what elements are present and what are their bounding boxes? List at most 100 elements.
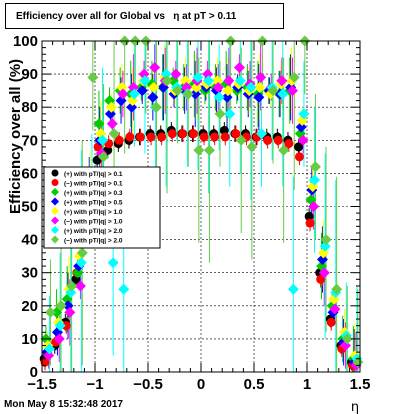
y-tick-label: 100 bbox=[13, 33, 38, 50]
data-point bbox=[284, 139, 294, 149]
data-point bbox=[309, 174, 321, 186]
data-point bbox=[319, 240, 331, 252]
data-point bbox=[148, 81, 160, 93]
data-point bbox=[199, 132, 209, 142]
data-point bbox=[298, 108, 310, 120]
data-point bbox=[150, 101, 162, 113]
data-point bbox=[161, 75, 173, 87]
data-point bbox=[116, 81, 128, 93]
data-point bbox=[286, 85, 298, 97]
data-point bbox=[276, 75, 288, 87]
data-point bbox=[97, 151, 109, 163]
data-point bbox=[254, 81, 266, 93]
data-point bbox=[214, 108, 226, 120]
data-point bbox=[127, 81, 139, 93]
data-point bbox=[74, 280, 86, 292]
data-point bbox=[331, 283, 343, 295]
data-point bbox=[202, 68, 214, 80]
data-point bbox=[192, 71, 204, 83]
data-point bbox=[105, 101, 117, 113]
data-point bbox=[54, 320, 66, 332]
data-point bbox=[231, 129, 241, 139]
legend: (+) with pT/|q| > 0.1 (−) with pT/|q| > 0… bbox=[43, 166, 161, 249]
data-point bbox=[288, 71, 300, 83]
data-point bbox=[157, 132, 167, 142]
data-point bbox=[352, 356, 364, 368]
data-point bbox=[294, 152, 304, 162]
data-point bbox=[87, 71, 99, 83]
data-point bbox=[256, 128, 268, 140]
x-tick-label: −0.5 bbox=[133, 376, 163, 393]
y-tick-label: 40 bbox=[21, 232, 38, 249]
data-point bbox=[320, 234, 332, 246]
chart-title: Efficiency over all for Global vs η at p… bbox=[5, 3, 284, 29]
x-tick-label: 1.5 bbox=[350, 376, 371, 393]
data-point bbox=[93, 118, 105, 130]
legend-label: (−) with pT/|q| > 1.0 bbox=[64, 219, 123, 226]
data-point bbox=[273, 135, 283, 145]
data-point bbox=[55, 300, 67, 312]
data-point bbox=[104, 108, 116, 120]
data-point bbox=[53, 333, 65, 345]
legend-marker bbox=[51, 197, 59, 206]
data-point bbox=[65, 287, 77, 299]
data-point bbox=[223, 75, 235, 87]
data-point bbox=[170, 68, 182, 80]
legend-label: (+) with pT/|q| > 0.5 bbox=[64, 200, 123, 207]
data-point bbox=[75, 257, 87, 269]
data-point bbox=[149, 61, 161, 73]
data-point bbox=[203, 75, 215, 87]
data-point bbox=[51, 306, 63, 318]
data-point bbox=[245, 81, 257, 93]
data-point bbox=[147, 91, 159, 103]
legend-label: (+) with pT/|q| > 0.3 bbox=[64, 190, 123, 197]
data-point bbox=[190, 81, 202, 93]
legend-marker bbox=[51, 179, 59, 186]
data-point bbox=[212, 81, 224, 93]
data-point bbox=[294, 142, 304, 152]
data-point bbox=[72, 267, 84, 279]
data-point bbox=[263, 135, 273, 145]
data-point bbox=[295, 121, 307, 133]
data-point bbox=[235, 134, 247, 146]
legend-label: (−) with pT/|q| > 2.0 bbox=[64, 238, 123, 245]
data-point bbox=[182, 88, 194, 100]
y-tick-label: 30 bbox=[21, 265, 38, 282]
data-point bbox=[203, 144, 215, 156]
legend-marker bbox=[51, 207, 59, 215]
data-point bbox=[224, 108, 236, 120]
x-tick-label: 0.5 bbox=[244, 376, 265, 393]
data-point bbox=[108, 128, 120, 140]
y-tick-label: 60 bbox=[21, 165, 38, 182]
data-point bbox=[341, 333, 353, 345]
data-point bbox=[107, 257, 119, 269]
data-point bbox=[43, 349, 55, 361]
legend-marker bbox=[51, 169, 59, 177]
legend-marker bbox=[51, 216, 59, 225]
data-point bbox=[64, 306, 76, 318]
legend-label: (−) with pT/|q| > 0.1 bbox=[64, 181, 123, 188]
y-tick-label: 70 bbox=[21, 132, 38, 149]
y-tick-label: 50 bbox=[21, 199, 38, 216]
data-point bbox=[278, 144, 290, 156]
data-point bbox=[305, 218, 315, 228]
data-point bbox=[316, 274, 326, 284]
data-point bbox=[219, 125, 229, 135]
data-point bbox=[210, 132, 220, 142]
data-point bbox=[222, 85, 234, 97]
y-tick-label: 10 bbox=[21, 331, 38, 348]
data-point bbox=[167, 129, 177, 139]
data-point bbox=[66, 280, 78, 292]
data-point bbox=[97, 134, 109, 146]
data-point bbox=[114, 135, 124, 145]
data-point bbox=[318, 267, 330, 279]
data-point bbox=[44, 343, 56, 355]
x-tick-label: 0 bbox=[197, 376, 205, 393]
data-point bbox=[172, 85, 184, 97]
x-tick-label: −1.5 bbox=[27, 376, 57, 393]
data-point bbox=[246, 141, 258, 153]
y-tick-label: 80 bbox=[21, 99, 38, 116]
y-axis-label: Efficiency over all (%) bbox=[7, 59, 24, 214]
y-tick-label: 20 bbox=[21, 298, 38, 315]
